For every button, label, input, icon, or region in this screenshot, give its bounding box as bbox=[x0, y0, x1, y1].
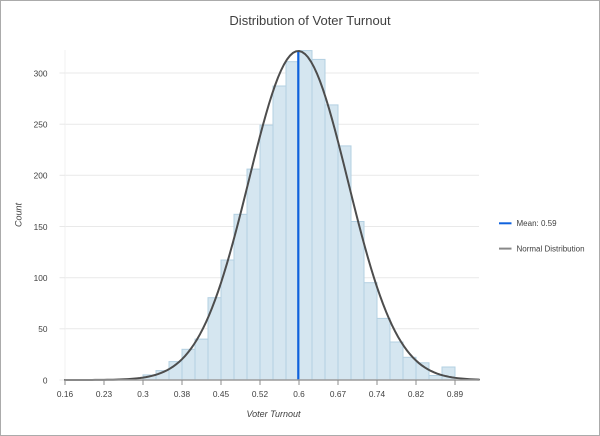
svg-text:50: 50 bbox=[38, 324, 48, 334]
svg-text:300: 300 bbox=[34, 68, 48, 78]
svg-text:250: 250 bbox=[34, 120, 48, 130]
svg-text:0.16: 0.16 bbox=[57, 389, 74, 399]
svg-text:0.52: 0.52 bbox=[252, 389, 269, 399]
svg-text:0.23: 0.23 bbox=[96, 389, 113, 399]
svg-text:Voter Turnout: Voter Turnout bbox=[246, 409, 301, 419]
svg-text:Normal Distribution: Normal Distribution bbox=[517, 244, 585, 253]
svg-text:0.45: 0.45 bbox=[213, 389, 230, 399]
svg-text:0: 0 bbox=[43, 375, 48, 385]
svg-text:0.74: 0.74 bbox=[369, 389, 386, 399]
svg-text:Distribution of Voter Turnout: Distribution of Voter Turnout bbox=[229, 13, 391, 28]
svg-text:100: 100 bbox=[34, 273, 48, 283]
svg-text:200: 200 bbox=[34, 171, 48, 181]
svg-text:0.38: 0.38 bbox=[174, 389, 191, 399]
svg-text:0.6: 0.6 bbox=[293, 389, 305, 399]
svg-text:150: 150 bbox=[34, 222, 48, 232]
svg-text:0.89: 0.89 bbox=[447, 389, 464, 399]
svg-text:Mean: 0.59: Mean: 0.59 bbox=[517, 219, 558, 228]
svg-text:0.67: 0.67 bbox=[330, 389, 347, 399]
svg-text:Count: Count bbox=[14, 203, 24, 228]
svg-text:0.3: 0.3 bbox=[137, 389, 149, 399]
svg-text:0.82: 0.82 bbox=[408, 389, 425, 399]
